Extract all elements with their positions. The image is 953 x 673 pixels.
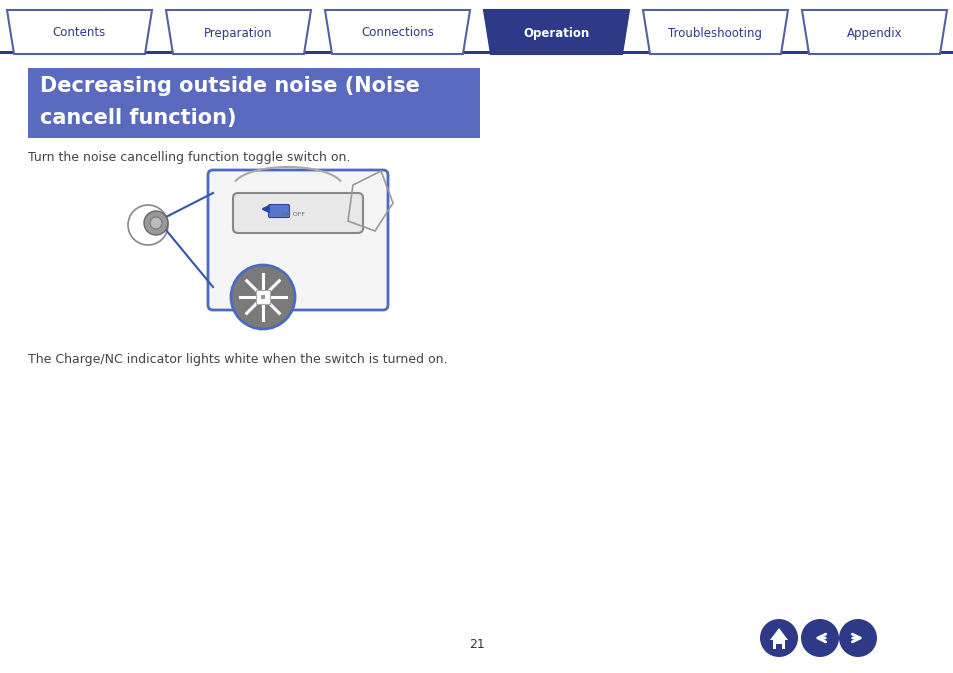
Circle shape [144, 211, 168, 235]
Polygon shape [642, 10, 787, 54]
Text: Turn the noise cancelling function toggle switch on.: Turn the noise cancelling function toggl… [28, 151, 350, 164]
Text: ON OFF: ON OFF [281, 211, 305, 217]
Bar [28, 68, 479, 138]
Circle shape [760, 619, 797, 657]
Text: Appendix: Appendix [846, 26, 902, 40]
Text: The Charge/NC indicator lights white when the switch is turned on.: The Charge/NC indicator lights white whe… [28, 353, 447, 365]
Bar [775, 644, 781, 649]
Circle shape [801, 619, 838, 657]
Bar [255, 290, 270, 304]
FancyBboxPatch shape [208, 170, 388, 310]
Text: Troubleshooting: Troubleshooting [668, 26, 761, 40]
FancyBboxPatch shape [268, 205, 289, 217]
Polygon shape [7, 10, 152, 54]
Polygon shape [769, 628, 787, 640]
Bar [0, 51, 953, 54]
Text: Contents: Contents [52, 26, 106, 40]
Polygon shape [483, 10, 628, 54]
Polygon shape [801, 10, 946, 54]
Text: Preparation: Preparation [204, 26, 273, 40]
Polygon shape [166, 10, 311, 54]
FancyBboxPatch shape [233, 193, 363, 233]
Text: cancell function): cancell function) [40, 108, 236, 128]
Text: 21: 21 [469, 639, 484, 651]
Bar [261, 295, 265, 299]
Polygon shape [325, 10, 470, 54]
Text: Connections: Connections [360, 26, 434, 40]
Circle shape [150, 217, 162, 229]
Text: Decreasing outside noise (Noise: Decreasing outside noise (Noise [40, 76, 419, 96]
Circle shape [231, 265, 294, 329]
Text: Operation: Operation [523, 26, 589, 40]
Bar [772, 640, 784, 649]
Circle shape [838, 619, 876, 657]
